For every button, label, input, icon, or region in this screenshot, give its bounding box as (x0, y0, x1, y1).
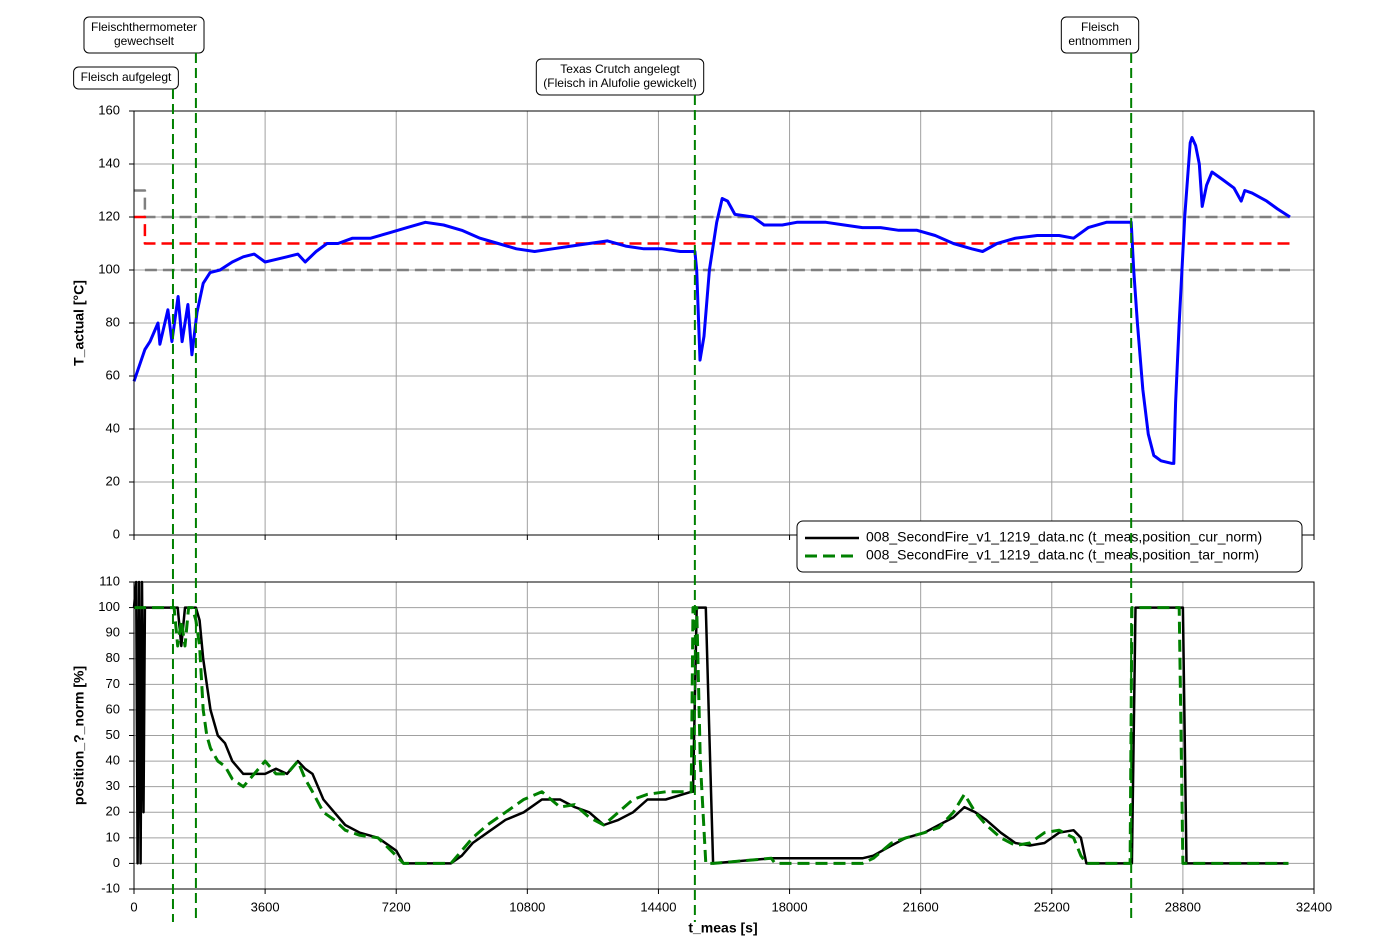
annotation-box (535, 58, 705, 96)
x-tick-label: 14400 (640, 899, 676, 914)
series-line (134, 189, 1290, 219)
y-tick-label: -10 (101, 880, 120, 895)
annotation-box (83, 16, 205, 54)
y-tick-label: 60 (106, 701, 120, 716)
y-tick-label: 80 (106, 650, 120, 665)
y-axis-label: T_actual [°C] (71, 280, 87, 366)
y-tick-label: 120 (98, 208, 120, 223)
y-tick-label: 160 (98, 102, 120, 117)
plot-border (133, 581, 1315, 890)
annotation-text: Fleisch aufgelegt (81, 70, 172, 84)
x-tick-label: 7200 (382, 899, 411, 914)
series-line (132, 136, 1291, 465)
y-tick-label: 10 (106, 829, 120, 844)
legend-box (796, 520, 1303, 573)
annotation-text: (Fleisch in Alufolie gewickelt) (543, 76, 696, 90)
x-tick-label: 3600 (251, 899, 280, 914)
y-axis-label: position_?_norm [%] (71, 666, 87, 805)
y-tick-label: 60 (106, 367, 120, 382)
y-tick-label: 50 (106, 727, 120, 742)
y-tick-label: 100 (98, 261, 120, 276)
x-tick-label: 21600 (903, 899, 939, 914)
x-tick-label: 25200 (1034, 899, 1070, 914)
y-tick-label: 140 (98, 155, 120, 170)
y-tick-label: 110 (99, 573, 120, 588)
y-tick-label: 30 (106, 778, 120, 793)
annotation-text: Texas Crutch angelegt (560, 62, 680, 76)
annotation-box (1060, 16, 1140, 54)
series-line (134, 606, 1289, 865)
x-axis-label: t_meas [s] (688, 920, 757, 936)
annotation-text: Fleisch (1081, 20, 1119, 34)
annotation-text: Fleischthermometer (91, 20, 197, 34)
y-tick-label: 80 (106, 314, 120, 329)
y-tick-label: 20 (106, 804, 120, 819)
x-tick-label: 18000 (771, 899, 807, 914)
y-tick-label: 90 (106, 625, 120, 640)
x-tick-label: 32400 (1296, 899, 1332, 914)
y-tick-label: 20 (106, 473, 120, 488)
series-line (134, 215, 1290, 245)
annotation: Fleisch aufgelegt (73, 66, 179, 90)
annotation: Texas Crutch angelegt(Fleisch in Alufoli… (535, 58, 705, 96)
legend-label: 008_SecondFire_v1_1219_data.nc (t_meas,p… (866, 547, 1259, 563)
x-tick-label: 10800 (509, 899, 545, 914)
x-tick-label: 0 (130, 899, 137, 914)
annotation-text: gewechselt (114, 34, 175, 48)
y-tick-label: 40 (106, 753, 120, 768)
y-tick-label: 70 (106, 676, 120, 691)
legend-label: 008_SecondFire_v1_1219_data.nc (t_meas,p… (866, 529, 1262, 545)
y-tick-label: 40 (106, 420, 120, 435)
x-tick-label: 28800 (1165, 899, 1201, 914)
annotation-text: entnommen (1068, 34, 1131, 48)
plot-border (133, 110, 1315, 536)
y-tick-label: 0 (113, 526, 120, 541)
y-tick-label: 100 (98, 599, 120, 614)
annotation-box (73, 66, 179, 90)
y-tick-label: 0 (113, 855, 120, 870)
